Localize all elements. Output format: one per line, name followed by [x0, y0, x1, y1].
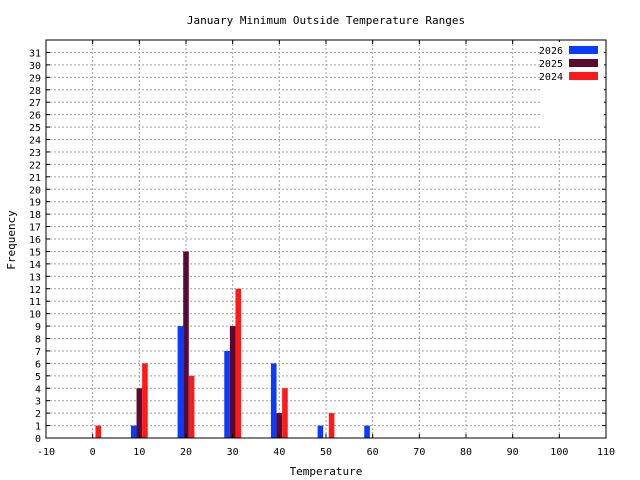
bar-2025-20	[183, 251, 189, 438]
legend-swatch-2026	[569, 46, 598, 54]
y-tick-label: 8	[35, 335, 41, 346]
axis-ticks: 0123456789101112131415161718192021222324…	[29, 40, 615, 458]
y-tick-label: 13	[29, 272, 41, 283]
bars	[95, 251, 370, 438]
y-tick-label: 19	[29, 198, 41, 209]
y-tick-label: 2	[35, 409, 41, 420]
bar-2026-60	[364, 425, 370, 438]
y-tick-label: 11	[29, 297, 41, 308]
x-tick-label: 100	[550, 447, 568, 458]
y-tick-label: 21	[29, 173, 41, 184]
x-tick-label: 40	[273, 447, 285, 458]
bar-2026-20	[177, 326, 184, 438]
bar-2026-30	[224, 350, 230, 438]
bar-2024-50	[328, 413, 335, 438]
y-tick-label: 18	[29, 210, 41, 221]
legend-label-2024: 2024	[539, 72, 563, 83]
x-tick-label: 0	[90, 447, 96, 458]
y-tick-label: 22	[29, 160, 41, 171]
y-tick-label: 0	[35, 434, 41, 445]
y-tick-label: 6	[35, 359, 41, 370]
legend: 2026 2025 2024	[539, 42, 604, 138]
y-tick-label: 12	[29, 285, 41, 296]
y-tick-label: 23	[29, 148, 41, 159]
y-tick-label: 4	[35, 384, 41, 395]
y-tick-label: 15	[29, 247, 41, 258]
x-tick-label: 80	[460, 447, 472, 458]
x-tick-label: 50	[320, 447, 332, 458]
chart-title: January Minimum Outside Temperature Rang…	[187, 14, 465, 27]
y-tick-label: 7	[35, 347, 41, 358]
x-tick-label: -10	[37, 447, 55, 458]
x-axis-label: Temperature	[290, 465, 363, 478]
y-tick-label: 25	[29, 123, 41, 134]
y-tick-label: 1	[35, 422, 41, 433]
y-tick-label: 9	[35, 322, 41, 333]
legend-swatch-2024	[569, 72, 598, 80]
bar-2025-30	[229, 326, 236, 438]
bar-2024-10	[142, 363, 148, 438]
y-axis-label: Frequency	[5, 210, 18, 270]
x-tick-label: 20	[180, 447, 192, 458]
y-tick-label: 16	[29, 235, 41, 246]
x-tick-label: 70	[413, 447, 425, 458]
y-tick-label: 30	[29, 61, 41, 72]
legend-label-2026: 2026	[539, 46, 563, 57]
y-tick-label: 28	[29, 86, 41, 97]
bar-2026-50	[317, 425, 324, 438]
y-tick-label: 24	[29, 136, 41, 147]
bar-2024-20	[188, 375, 195, 438]
y-tick-label: 5	[35, 372, 41, 383]
legend-label-2025: 2025	[539, 59, 563, 70]
bar-2026-10	[130, 425, 137, 438]
y-tick-label: 14	[29, 260, 41, 271]
x-tick-label: 10	[133, 447, 145, 458]
y-tick-label: 29	[29, 73, 41, 84]
y-tick-label: 20	[29, 185, 41, 196]
x-tick-label: 60	[367, 447, 379, 458]
legend-background	[541, 42, 604, 138]
y-tick-label: 3	[35, 397, 41, 408]
x-tick-label: 90	[507, 447, 519, 458]
y-tick-label: 27	[29, 98, 41, 109]
y-tick-label: 26	[29, 111, 41, 122]
bar-2024-0	[95, 425, 102, 438]
x-tick-label: 110	[597, 447, 615, 458]
legend-swatch-2025	[569, 59, 598, 67]
bar-2025-40	[276, 413, 283, 438]
bar-2024-30	[235, 288, 242, 438]
y-tick-label: 17	[29, 223, 41, 234]
x-tick-label: 30	[227, 447, 239, 458]
y-tick-label: 10	[29, 310, 41, 321]
y-tick-label: 31	[29, 48, 41, 59]
bar-2024-40	[282, 388, 288, 438]
bar-2026-40	[270, 363, 277, 438]
bar-2025-10	[136, 388, 143, 438]
